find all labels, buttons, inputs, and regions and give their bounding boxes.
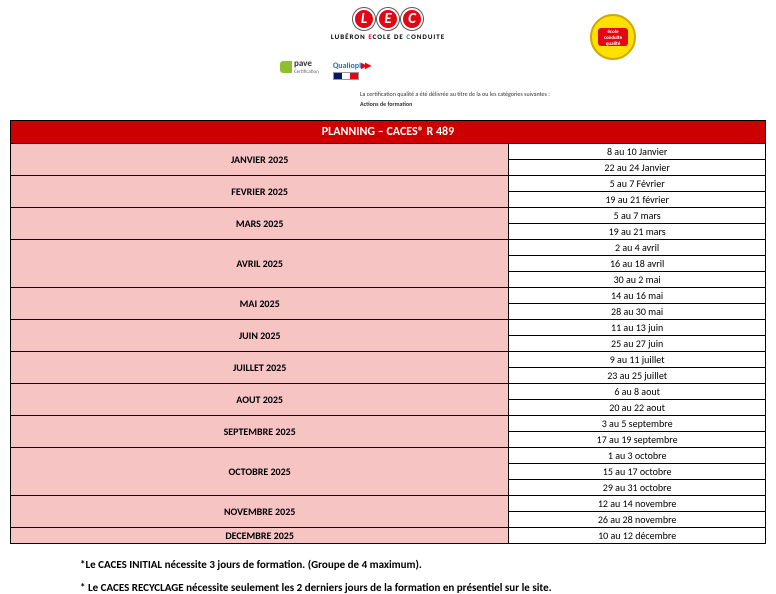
table-row: DECEMBRE 202510 au 12 décembre bbox=[11, 528, 766, 544]
date-cell: 20 au 22 aout bbox=[509, 400, 766, 416]
table-row: MAI 202514 au 16 mai bbox=[11, 288, 766, 304]
date-cell: 14 au 16 mai bbox=[509, 288, 766, 304]
document-header: L E C LUBÉRON ECOLE DE CONDUITE école co… bbox=[0, 0, 776, 120]
date-cell: 5 au 7 Février bbox=[509, 176, 766, 192]
certification-logos: pave Certification Qualiopi▶▶ bbox=[280, 58, 369, 80]
month-cell: SEPTEMBRE 2025 bbox=[11, 416, 509, 448]
month-cell: AOUT 2025 bbox=[11, 384, 509, 416]
date-cell: 17 au 19 septembre bbox=[509, 432, 766, 448]
month-cell: JUIN 2025 bbox=[11, 320, 509, 352]
lec-logo: L E C LUBÉRON ECOLE DE CONDUITE bbox=[331, 8, 445, 41]
quality-badge: école conduite qualité ★ ★ bbox=[590, 14, 636, 60]
date-cell: 8 au 10 Janvier bbox=[509, 144, 766, 160]
month-cell: MAI 2025 bbox=[11, 288, 509, 320]
date-cell: 28 au 30 mai bbox=[509, 304, 766, 320]
table-row: MARS 20255 au 7 mars bbox=[11, 208, 766, 224]
table-row: JUILLET 20259 au 11 juillet bbox=[11, 352, 766, 368]
date-cell: 2 au 4 avril bbox=[509, 240, 766, 256]
date-cell: 29 au 31 octobre bbox=[509, 480, 766, 496]
date-cell: 22 au 24 Janvier bbox=[509, 160, 766, 176]
table-row: JANVIER 20258 au 10 Janvier bbox=[11, 144, 766, 160]
date-cell: 6 au 8 aout bbox=[509, 384, 766, 400]
table-row: SEPTEMBRE 20253 au 5 septembre bbox=[11, 416, 766, 432]
planning-table: JANVIER 20258 au 10 Janvier22 au 24 Janv… bbox=[10, 143, 766, 544]
certification-text-1: La certification qualité a été délivrée … bbox=[360, 90, 550, 98]
apave-logo: pave Certification bbox=[280, 58, 319, 75]
table-row: NOVEMBRE 202512 au 14 novembre bbox=[11, 496, 766, 512]
date-cell: 5 au 7 mars bbox=[509, 208, 766, 224]
date-cell: 25 au 27 juin bbox=[509, 336, 766, 352]
footnote-1: *Le CACES INITIAL nécessite 3 jours de f… bbox=[80, 558, 776, 571]
month-cell: JUILLET 2025 bbox=[11, 352, 509, 384]
date-cell: 19 au 21 mars bbox=[509, 224, 766, 240]
logo-subtitle: LUBÉRON ECOLE DE CONDUITE bbox=[331, 32, 445, 41]
logo-ball-e: E bbox=[377, 8, 399, 30]
qualiopi-logo: Qualiopi▶▶ bbox=[333, 58, 370, 80]
date-cell: 19 au 21 février bbox=[509, 192, 766, 208]
month-cell: AVRIL 2025 bbox=[11, 240, 509, 288]
date-cell: 23 au 25 juillet bbox=[509, 368, 766, 384]
table-row: FEVRIER 20255 au 7 Février bbox=[11, 176, 766, 192]
logo-ball-c: C bbox=[401, 8, 423, 30]
date-cell: 16 au 18 avril bbox=[509, 256, 766, 272]
date-cell: 12 au 14 novembre bbox=[509, 496, 766, 512]
date-cell: 3 au 5 septembre bbox=[509, 416, 766, 432]
logo-ball-l: L bbox=[353, 8, 375, 30]
footnotes: *Le CACES INITIAL nécessite 3 jours de f… bbox=[80, 558, 776, 594]
certification-text-2: Actions de formation bbox=[360, 100, 412, 108]
date-cell: 30 au 2 mai bbox=[509, 272, 766, 288]
table-row: AVRIL 20252 au 4 avril bbox=[11, 240, 766, 256]
date-cell: 15 au 17 octobre bbox=[509, 464, 766, 480]
month-cell: MARS 2025 bbox=[11, 208, 509, 240]
table-row: JUIN 202511 au 13 juin bbox=[11, 320, 766, 336]
table-row: AOUT 20256 au 8 aout bbox=[11, 384, 766, 400]
date-cell: 26 au 28 novembre bbox=[509, 512, 766, 528]
month-cell: JANVIER 2025 bbox=[11, 144, 509, 176]
month-cell: OCTOBRE 2025 bbox=[11, 448, 509, 496]
month-cell: FEVRIER 2025 bbox=[11, 176, 509, 208]
month-cell: DECEMBRE 2025 bbox=[11, 528, 509, 544]
table-row: OCTOBRE 20251 au 3 octobre bbox=[11, 448, 766, 464]
month-cell: NOVEMBRE 2025 bbox=[11, 496, 509, 528]
date-cell: 9 au 11 juillet bbox=[509, 352, 766, 368]
table-title: PLANNING – CACES® R 489 bbox=[10, 120, 766, 143]
date-cell: 1 au 3 octobre bbox=[509, 448, 766, 464]
date-cell: 10 au 12 décembre bbox=[509, 528, 766, 544]
date-cell: 11 au 13 juin bbox=[509, 320, 766, 336]
